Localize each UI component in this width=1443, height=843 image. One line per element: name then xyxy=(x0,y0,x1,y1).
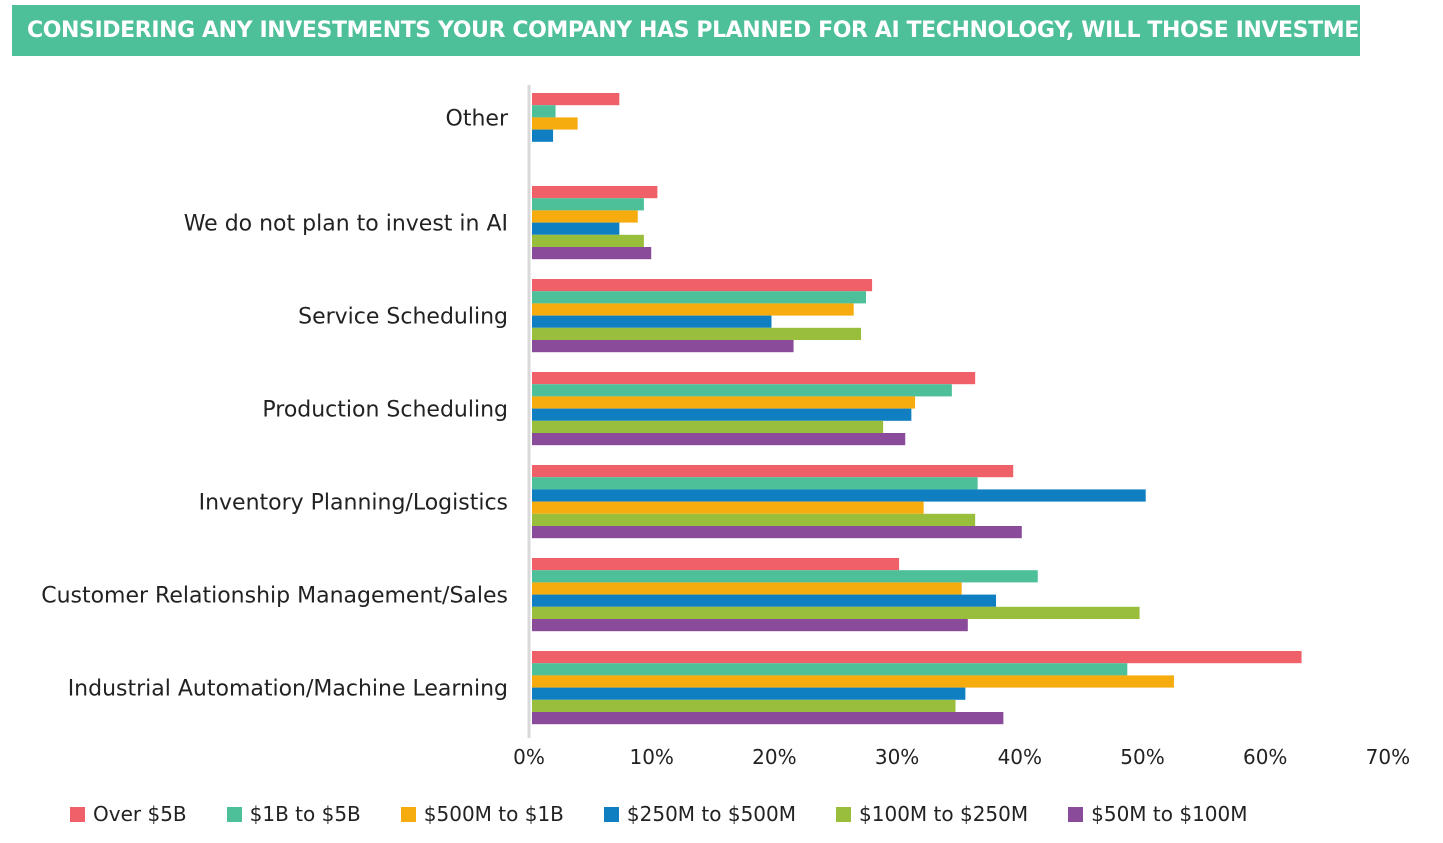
bar-production-scheduling--1b-to-5b xyxy=(532,384,952,397)
bar-industrial-automation-machine-learning--500m-to-1b xyxy=(532,675,1174,688)
bar-we-do-not-plan-to-invest-in-ai--1b-to-5b xyxy=(532,198,644,211)
x-tick-label: 20% xyxy=(752,745,796,769)
bar-production-scheduling-over-5b xyxy=(532,372,976,385)
bar-production-scheduling--50m-to-100m xyxy=(532,433,906,446)
legend-label: $50M to $100M xyxy=(1091,802,1248,826)
legend-swatch xyxy=(836,806,852,822)
bar-service-scheduling--250m-to-500m xyxy=(532,315,772,328)
legend-item: $50M to $100M xyxy=(1068,802,1248,826)
chart-title: CONSIDERING ANY INVESTMENTS YOUR COMPANY… xyxy=(12,5,1360,56)
bar-industrial-automation-machine-learning--1b-to-5b xyxy=(532,663,1128,676)
bar-customer-relationship-management-sales--100m-to-250m xyxy=(532,606,1140,619)
category-label: Customer Relationship Management/Sales xyxy=(41,584,508,609)
bar-other-over-5b xyxy=(532,93,620,106)
legend-item: $100M to $250M xyxy=(836,802,1028,826)
bar-customer-relationship-management-sales--1b-to-5b xyxy=(532,570,1038,583)
bar-customer-relationship-management-sales--50m-to-100m xyxy=(532,619,968,632)
legend: Over $5B $1B to $5B $500M to $1B $250M to $… xyxy=(70,800,1288,828)
x-tick-label: 10% xyxy=(629,745,673,769)
x-tick-label: 0% xyxy=(513,745,545,769)
legend-label: Over $5B xyxy=(93,802,187,826)
legend-swatch xyxy=(603,806,619,822)
bar-inventory-planning-logistics--100m-to-250m xyxy=(532,513,976,526)
bar-industrial-automation-machine-learning--50m-to-100m xyxy=(532,712,1004,725)
x-tick-label: 40% xyxy=(998,745,1042,769)
bar-service-scheduling--100m-to-250m xyxy=(532,327,862,340)
x-tick-label: 60% xyxy=(1243,745,1287,769)
bar-service-scheduling--500m-to-1b xyxy=(532,303,854,316)
bar-customer-relationship-management-sales--500m-to-1b xyxy=(532,582,962,595)
bar-service-scheduling--1b-to-5b xyxy=(532,291,866,304)
bar-customer-relationship-management-sales--250m-to-500m xyxy=(532,594,997,607)
category-label: Production Scheduling xyxy=(262,398,508,423)
legend-item: $250M to $500M xyxy=(603,802,797,826)
bar-customer-relationship-management-sales-over-5b xyxy=(532,558,900,571)
x-tick-label: 50% xyxy=(1120,745,1164,769)
bar-service-scheduling--50m-to-100m xyxy=(532,340,794,353)
category-label: Other xyxy=(446,106,509,131)
x-tick-label: 70% xyxy=(1366,745,1410,769)
bar-inventory-planning-logistics--1b-to-5b xyxy=(532,477,978,490)
bar-other--250m-to-500m xyxy=(532,129,554,142)
bar-we-do-not-plan-to-invest-in-ai-over-5b xyxy=(532,186,658,199)
legend-swatch xyxy=(1068,806,1084,822)
bar-service-scheduling-over-5b xyxy=(532,279,873,292)
category-label: We do not plan to invest in AI xyxy=(184,212,508,237)
legend-label: $100M to $250M xyxy=(859,802,1029,826)
legend-swatch xyxy=(400,806,416,822)
bar-inventory-planning-logistics-over-5b xyxy=(532,465,1014,478)
bar-industrial-automation-machine-learning--100m-to-250m xyxy=(532,699,956,712)
legend-item: $500M to $1B xyxy=(400,802,564,826)
legend-label: $500M to $1B xyxy=(423,802,564,826)
bar-we-do-not-plan-to-invest-in-ai--100m-to-250m xyxy=(532,234,644,247)
bar-production-scheduling--500m-to-1b xyxy=(532,396,916,409)
x-tick-label: 30% xyxy=(875,745,919,769)
legend-label: $250M to $500M xyxy=(626,802,797,826)
bar-industrial-automation-machine-learning--250m-to-500m xyxy=(532,687,966,700)
bar-industrial-automation-machine-learning-over-5b xyxy=(532,651,1302,664)
bar-other--1b-to-5b xyxy=(532,105,556,118)
bar-other--500m-to-1b xyxy=(532,117,578,130)
category-label: Inventory Planning/Logistics xyxy=(199,491,508,516)
category-label: Industrial Automation/Machine Learning xyxy=(68,677,508,702)
bar-inventory-planning-logistics--50m-to-100m xyxy=(532,526,1022,539)
bar-we-do-not-plan-to-invest-in-ai--250m-to-500m xyxy=(532,222,620,235)
bar-we-do-not-plan-to-invest-in-ai--50m-to-100m xyxy=(532,247,652,260)
legend-item: Over $5B xyxy=(70,802,187,826)
category-label: Service Scheduling xyxy=(298,305,508,330)
bar-production-scheduling--100m-to-250m xyxy=(532,420,884,433)
bar-we-do-not-plan-to-invest-in-ai--500m-to-1b xyxy=(532,210,638,223)
bar-inventory-planning-logistics--500m-to-1b xyxy=(532,501,924,514)
bar-production-scheduling--250m-to-500m xyxy=(532,408,912,421)
legend-swatch xyxy=(70,806,85,822)
legend-swatch xyxy=(226,806,242,822)
legend-item: $1B to $5B xyxy=(226,802,361,826)
legend-label: $1B to $5B xyxy=(249,802,361,826)
bar-inventory-planning-logistics--250m-to-500m xyxy=(532,489,1146,502)
